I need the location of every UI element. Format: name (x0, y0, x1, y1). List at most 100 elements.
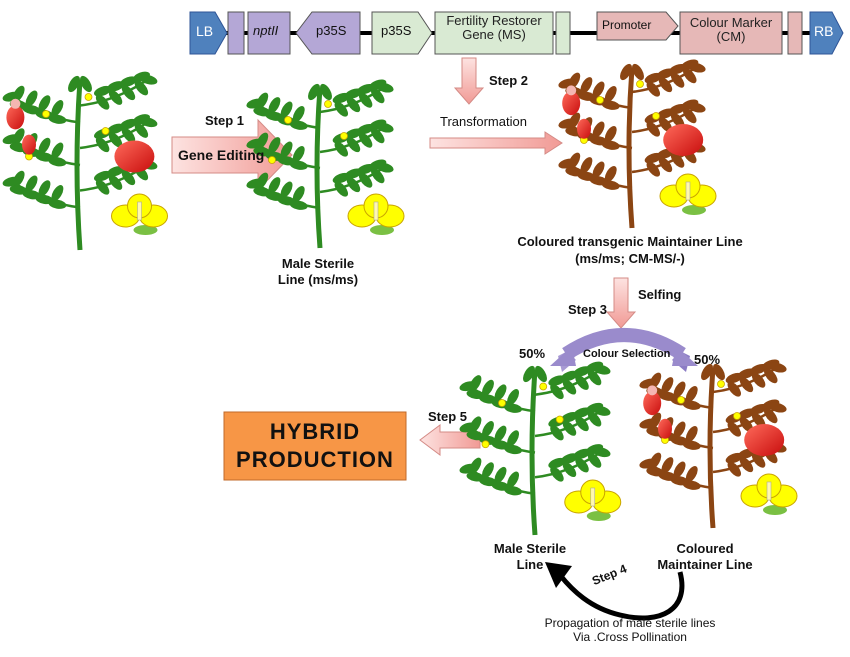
nptii-label: nptII (253, 23, 279, 38)
leaf (358, 132, 373, 148)
leaf (134, 80, 149, 96)
leaf (134, 122, 149, 138)
hybrid-production-label: HYBRID PRODUCTION (224, 418, 406, 473)
leaf (727, 461, 742, 477)
leaf (121, 85, 136, 101)
leaf (119, 118, 138, 130)
leaf (308, 83, 320, 101)
male-sterile-top-label: Male Sterile Line (ms/ms) (268, 256, 368, 287)
tomato-flower-bud (647, 385, 658, 396)
leaf (587, 370, 602, 386)
fertility-restorer-line2: Gene (MS) (462, 26, 526, 42)
leaf (562, 379, 577, 395)
small-flower (636, 80, 644, 88)
step4-arrowhead (545, 562, 572, 588)
leaf (535, 365, 547, 383)
tomato-fruit-large (114, 140, 155, 173)
leaf (268, 137, 281, 154)
leaf (482, 421, 494, 438)
leaf (592, 364, 611, 375)
leaf (2, 134, 21, 145)
tomato-fruit (22, 134, 36, 155)
male-sterile-plant-top (246, 79, 405, 249)
tomato-flower-bud (566, 85, 577, 96)
leaf (507, 430, 520, 447)
leaf (376, 82, 394, 93)
leaf (739, 377, 754, 393)
wild-type-plant (2, 71, 168, 251)
leaf (94, 85, 112, 97)
flower-pistil (590, 487, 596, 507)
bottom-maintainer-label: Coloured Maintainer Line (640, 541, 770, 574)
step3-arrow (605, 277, 637, 329)
hybrid-line1: HYBRID (269, 419, 361, 444)
p35s-right-arrow (371, 11, 433, 55)
tomato-flower-bud (10, 98, 21, 109)
tomato-fruit (562, 91, 581, 116)
flower-leaf (682, 205, 706, 215)
small-flower (555, 415, 564, 424)
leaf (346, 137, 361, 153)
leaf (685, 386, 698, 403)
leaf (346, 97, 361, 113)
leaf (670, 112, 685, 128)
leaf (550, 466, 564, 482)
colour-selection-band (562, 328, 686, 360)
leaf (683, 108, 697, 124)
leaf (673, 421, 686, 438)
flower-pistil (685, 181, 691, 201)
propagation-label: Propagation of male sterile lines Via .C… (520, 616, 740, 645)
small-flower (596, 96, 604, 104)
pct-left-label: 50% (519, 346, 546, 361)
leaf (751, 452, 766, 468)
leaf (106, 123, 125, 135)
step3-label: Step 3 (568, 302, 608, 317)
leaf (334, 141, 349, 157)
small-flower (284, 116, 292, 124)
step1-label: Step 1 (205, 113, 245, 128)
small-flower (733, 412, 741, 420)
leaf (658, 77, 673, 93)
leaf (592, 81, 605, 98)
bottom-male-sterile-line1: Male Sterile (493, 541, 567, 556)
leaf (80, 75, 92, 93)
leaf (688, 102, 706, 113)
selfing-label: Selfing (638, 287, 682, 302)
leaf (9, 185, 28, 195)
bottom-male-sterile-line2: Line (516, 557, 544, 573)
leaf (764, 368, 778, 384)
leaf (494, 425, 507, 442)
flower-leaf (586, 511, 611, 521)
tomato-fruit (643, 391, 662, 416)
leaf (727, 421, 742, 437)
coloured-maintainer-plant-bottom (639, 359, 798, 529)
small-flower (42, 110, 50, 118)
promoter-arrow (596, 11, 679, 41)
leaf (371, 128, 385, 144)
tomato-fruit (658, 418, 672, 439)
leaf (632, 63, 644, 81)
tomato-fruit (6, 105, 25, 130)
leaf (673, 381, 686, 398)
leaf (376, 162, 394, 173)
leaf (558, 158, 576, 169)
leaf (713, 363, 725, 381)
rb-box (809, 11, 844, 55)
colour-selection-left-head (550, 346, 576, 366)
leaf (727, 381, 742, 397)
flower-leaf (763, 505, 787, 515)
flower-pistil (137, 201, 142, 221)
colour-marker-line2: (CM) (716, 28, 746, 44)
step5-label: Step 5 (428, 409, 468, 424)
gene-construct (189, 11, 844, 55)
bottom-maintainer-line2: Maintainer Line (657, 557, 753, 573)
coloured-maintainer-plant-top (558, 59, 717, 229)
maintainer-line-line2: (ms/ms; CM-MS/-) (575, 250, 685, 266)
leaf (139, 117, 158, 128)
leaf (646, 161, 661, 177)
small-flower (268, 156, 276, 164)
step2-label: Step 2 (489, 73, 529, 88)
leaf (604, 166, 617, 183)
leaf (550, 384, 564, 400)
male-sterile-top-line2: Line (ms/ms) (277, 271, 359, 287)
